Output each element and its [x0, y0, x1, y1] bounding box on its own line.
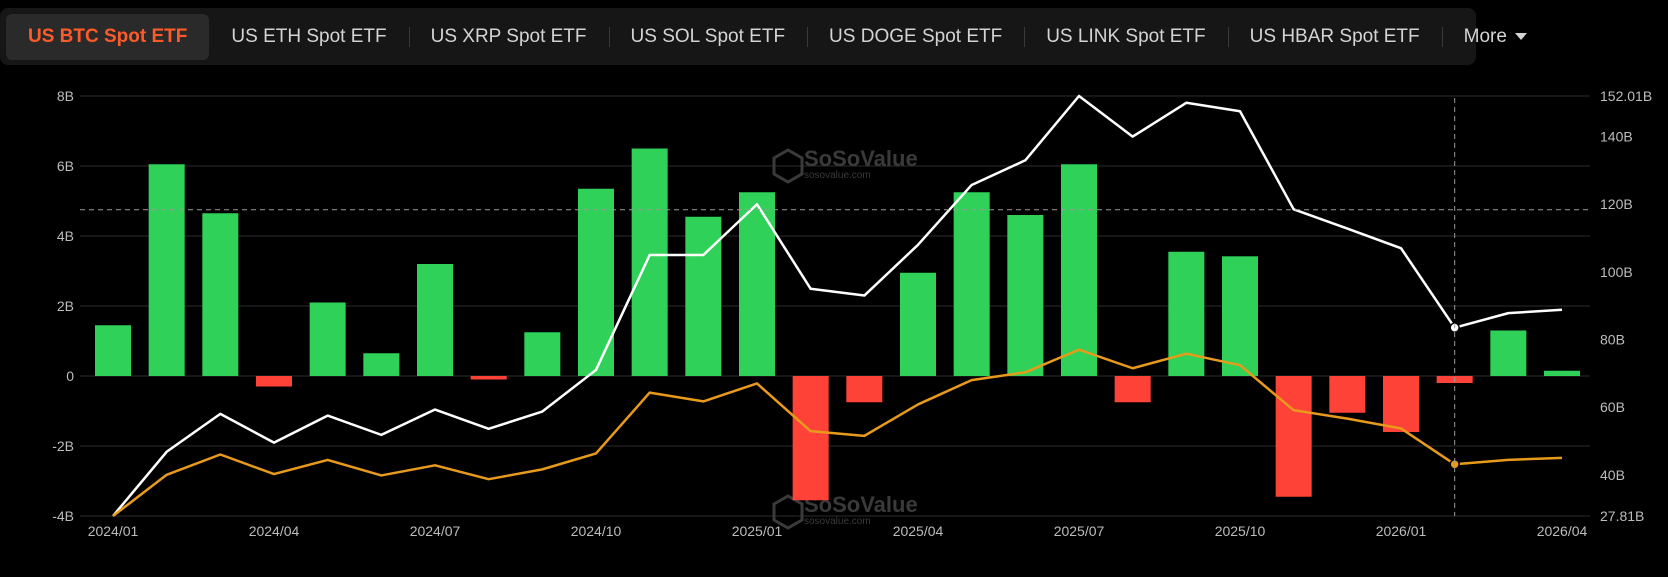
inflow-bar	[953, 192, 990, 376]
left-axis-label: 0	[66, 368, 74, 384]
tab-us-doge-spot-etf[interactable]: US DOGE Spot ETF	[807, 14, 1024, 60]
inflow-bar	[148, 164, 185, 376]
tab-us-btc-spot-etf[interactable]: US BTC Spot ETF	[6, 13, 210, 60]
inflow-bar	[578, 188, 614, 376]
right-axis-label: 27.81B	[1600, 508, 1644, 524]
left-axis: 8B 6B 4B 2B 0 -2B -4B	[52, 88, 74, 524]
left-axis-label: -2B	[52, 438, 74, 454]
x-axis-label: 2025/01	[732, 523, 783, 539]
sosovalue-logo-icon	[772, 148, 804, 184]
right-axis-label: 60B	[1600, 399, 1625, 415]
x-axis-label: 2024/01	[88, 523, 139, 539]
right-axis-label: 40B	[1600, 467, 1625, 483]
left-axis-label: 6B	[57, 158, 74, 174]
inflow-bar	[524, 332, 561, 376]
right-axis-label: 152.01B	[1600, 88, 1652, 104]
inflow-bar	[739, 192, 775, 376]
tab-us-eth-spot-etf[interactable]: US ETH Spot ETF	[231, 25, 387, 47]
inflow-bar	[1544, 370, 1580, 376]
inflow-bar	[1222, 256, 1258, 376]
x-axis-label: 2026/01	[1376, 523, 1427, 539]
inflow-bar	[1114, 376, 1151, 403]
inflow-bar	[1490, 330, 1527, 376]
x-axis-label: 2025/07	[1054, 523, 1105, 539]
inflow-bar	[1007, 215, 1044, 376]
inflow-bar	[417, 264, 453, 376]
more-label: More	[1463, 25, 1507, 47]
etf-flow-chart: SoSoValue sosovalue.com SoSoValue sosova…	[52, 88, 1652, 539]
inflow-bar	[1383, 376, 1419, 432]
x-axis-label: 2024/04	[249, 523, 300, 539]
caret-down-icon	[1514, 33, 1527, 40]
inflow-bar	[900, 272, 936, 376]
crosshair	[80, 98, 1590, 516]
inflow-bar	[1275, 376, 1312, 497]
watermark-site-top: sosovalue.com	[804, 170, 871, 181]
watermark-brand-top: SoSoValue	[804, 146, 918, 171]
tab-us-hbar-spot-etf[interactable]: US HBAR Spot ETF	[1227, 14, 1442, 60]
x-axis-label: 2024/07	[410, 523, 461, 539]
left-axis-label: 8B	[57, 88, 74, 104]
watermark-site-bottom: sosovalue.com	[804, 516, 871, 527]
x-axis-label: 2026/04	[1537, 523, 1588, 539]
right-axis-label: 120B	[1600, 196, 1633, 212]
inflow-bar	[470, 376, 507, 380]
x-axis-label: 2025/04	[893, 523, 944, 539]
right-axis-label: 80B	[1600, 332, 1625, 348]
inflow-bars	[95, 148, 1580, 501]
left-axis-label: 4B	[57, 228, 74, 244]
right-axis-label: 100B	[1600, 264, 1633, 280]
inflow-bar	[685, 216, 722, 376]
more-dropdown[interactable]: More	[1441, 14, 1549, 60]
cumulative-inflow-line	[112, 348, 1563, 517]
x-axis-label: 2024/10	[571, 523, 622, 539]
etf-tab-bar: US BTC Spot ETF US ETH Spot ETF US XRP S…	[0, 8, 1527, 65]
inflow-bar	[1329, 376, 1366, 413]
inflow-bar	[256, 376, 292, 387]
left-axis-label: 2B	[57, 298, 74, 314]
inflow-bar	[631, 148, 668, 376]
inflow-bar	[792, 376, 829, 501]
x-axis: 2024/01 2024/04 2024/07 2024/10 2025/01 2025/…	[88, 523, 1588, 539]
left-axis-label: -4B	[52, 508, 74, 524]
inflow-bar	[95, 325, 131, 376]
sosovalue-logo-icon	[772, 494, 804, 530]
watermark-top: SoSoValue sosovalue.com	[772, 146, 918, 184]
inflow-bar	[202, 213, 239, 376]
tab-us-sol-spot-etf[interactable]: US SOL Spot ETF	[608, 14, 808, 60]
right-axis-label: 140B	[1600, 129, 1633, 145]
tab-us-link-spot-etf[interactable]: US LINK Spot ETF	[1024, 14, 1227, 60]
inflow-bar	[846, 376, 883, 403]
total-net-assets-line	[112, 94, 1563, 517]
inflow-bar	[363, 353, 400, 376]
x-axis-label: 2025/10	[1215, 523, 1266, 539]
tab-us-xrp-spot-etf[interactable]: US XRP Spot ETF	[408, 14, 609, 60]
right-axis: 152.01B 140B 120B 100B 80B 60B 40B 27.81B	[1600, 88, 1652, 524]
inflow-bar	[1061, 164, 1097, 376]
inflow-bar	[309, 302, 346, 376]
